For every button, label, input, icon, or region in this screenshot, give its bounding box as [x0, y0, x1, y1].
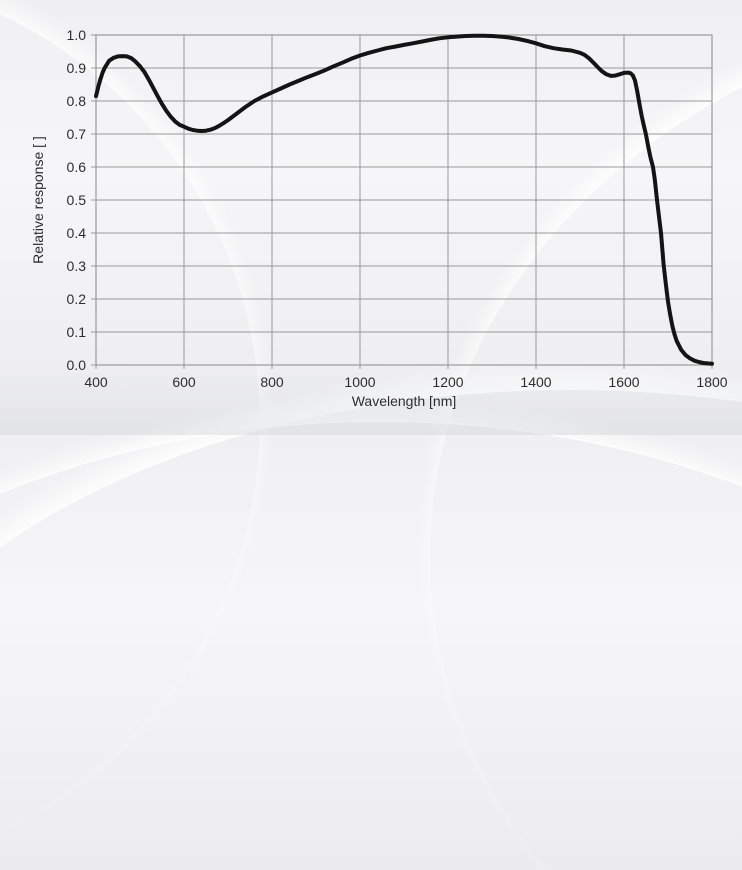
- y-tick-label: 0.5: [66, 192, 86, 208]
- y-tick-label: 0.4: [66, 225, 86, 241]
- y-tick-label: 0.3: [66, 258, 86, 274]
- y-tick-label: 0.0: [66, 357, 86, 373]
- x-tick-label: 400: [84, 374, 108, 390]
- response-curve: [94, 33, 714, 366]
- plot-border: [95, 34, 713, 366]
- x-axis-title: Wavelength [nm]: [351, 393, 457, 409]
- y-axis-title: Relative response [ ]: [30, 136, 46, 264]
- plot-area: [91, 33, 714, 369]
- background-swoosh-bottom-2: [0, 420, 742, 870]
- background-swoosh-bottom: [0, 388, 742, 870]
- x-tick-label: 1800: [696, 374, 728, 390]
- y-tick-label: 0.1: [66, 324, 86, 340]
- y-tick-label: 0.9: [66, 60, 86, 76]
- x-tick-label: 1200: [432, 374, 464, 390]
- x-tick-label: 1600: [608, 374, 640, 390]
- y-tick-label: 0.8: [66, 93, 86, 109]
- x-tick-label: 1400: [520, 374, 552, 390]
- y-tick-label: 0.7: [66, 126, 86, 142]
- x-tick-label: 600: [172, 374, 196, 390]
- x-tick-label: 800: [260, 374, 284, 390]
- y-tick-label: 0.6: [66, 159, 86, 175]
- y-tick-label: 0.2: [66, 291, 86, 307]
- x-tick-label: 1000: [344, 374, 376, 390]
- y-tick-label: 1.0: [66, 27, 86, 43]
- response-chart: 0.0 0.1 0.2 0.3 0.4 0.5 0.6 0.7 0.8 0.9 1.0 400 600 8…: [30, 27, 728, 409]
